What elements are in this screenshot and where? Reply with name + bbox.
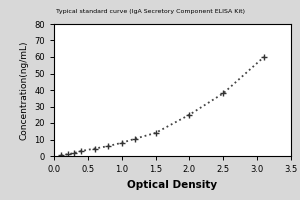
- Text: Typical standard curve (IgA Secretory Component ELISA Kit): Typical standard curve (IgA Secretory Co…: [56, 9, 244, 14]
- Y-axis label: Concentration(ng/mL): Concentration(ng/mL): [20, 40, 29, 140]
- X-axis label: Optical Density: Optical Density: [128, 180, 218, 190]
